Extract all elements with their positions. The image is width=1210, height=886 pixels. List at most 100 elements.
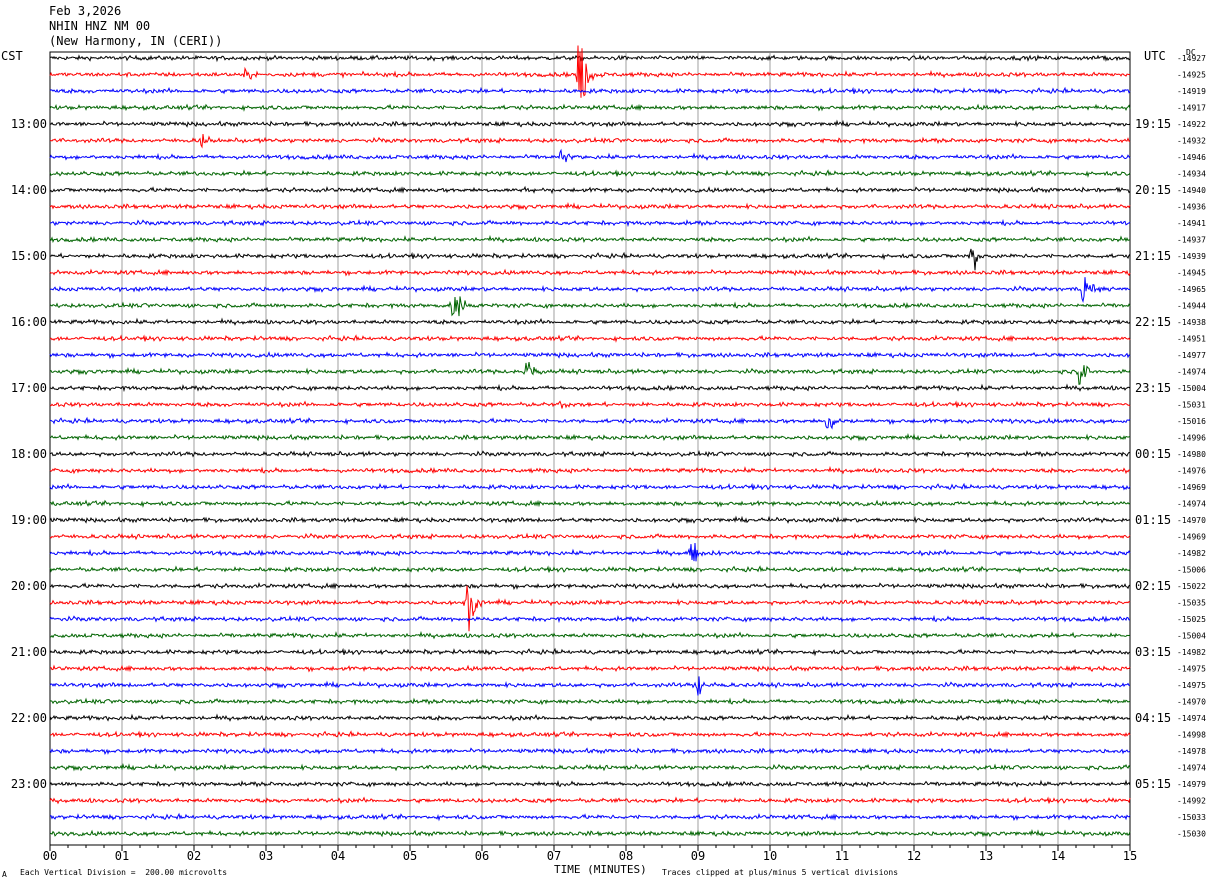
x-tick-label: 03 — [259, 849, 273, 863]
left-hour-label: 19:00 — [11, 513, 47, 527]
seismic-trace — [49, 730, 1131, 739]
right-hour-label: 23:15 — [1135, 381, 1171, 395]
seismic-trace — [49, 664, 1131, 673]
corner-mark: A — [2, 870, 7, 879]
dc-offset-label: -15016 — [1177, 417, 1206, 426]
dc-offset-label: -14982 — [1177, 648, 1206, 657]
x-tick-label: 14 — [1051, 849, 1065, 863]
clip-note: Traces clipped at plus/minus 5 vertical … — [662, 868, 899, 877]
seismic-trace — [49, 697, 1131, 706]
seismic-trace — [49, 585, 1131, 632]
left-hour-label: 22:00 — [11, 711, 47, 725]
seismic-trace — [49, 86, 1131, 95]
dc-offset-label: -14974 — [1177, 764, 1206, 773]
dc-offset-label: -14992 — [1177, 797, 1206, 806]
seismic-trace — [49, 351, 1131, 359]
right-hour-label: 04:15 — [1135, 711, 1171, 725]
dc-offset-label: -14944 — [1177, 302, 1206, 311]
dc-offset-label: -15022 — [1177, 582, 1206, 591]
dc-label: DC — [1186, 48, 1196, 57]
left-hour-label: 13:00 — [11, 117, 47, 131]
dc-offset-label: -14919 — [1177, 87, 1206, 96]
dc-offset-label: -14951 — [1177, 335, 1206, 344]
right-hour-label: 22:15 — [1135, 315, 1171, 329]
right-hour-label: 03:15 — [1135, 645, 1171, 659]
left-hour-label: 20:00 — [11, 579, 47, 593]
seismic-trace — [49, 812, 1131, 822]
seismic-trace — [49, 542, 1131, 562]
plot-date: Feb 3,2026 — [49, 4, 122, 18]
seismic-trace — [49, 647, 1131, 657]
seismic-trace — [49, 796, 1131, 805]
x-tick-label: 07 — [547, 849, 561, 863]
seismic-trace — [49, 185, 1131, 195]
seismic-trace — [49, 779, 1131, 789]
dc-offset-label: -15004 — [1177, 632, 1206, 641]
dc-offset-label: -15004 — [1177, 384, 1206, 393]
seismic-trace — [49, 134, 1131, 149]
left-hour-label: 15:00 — [11, 249, 47, 263]
dc-offset-label: -14970 — [1177, 698, 1206, 707]
seismic-trace — [49, 433, 1131, 442]
station-code: NHIN HNZ NM 00 — [49, 19, 151, 33]
x-tick-label: 09 — [691, 849, 705, 863]
dc-offset-label: -14970 — [1177, 516, 1206, 525]
dc-offset-label: -14975 — [1177, 665, 1206, 674]
right-hour-label: 02:15 — [1135, 579, 1171, 593]
seismic-trace — [49, 268, 1131, 277]
seismic-trace — [50, 630, 1131, 640]
dc-offset-label: -14976 — [1177, 467, 1206, 476]
seismic-trace — [49, 499, 1131, 508]
seismic-trace — [49, 277, 1130, 304]
seismic-trace — [49, 416, 1131, 430]
x-tick-label: 08 — [619, 849, 633, 863]
dc-offset-label: -14932 — [1177, 137, 1206, 146]
x-axis-title: TIME (MINUTES) — [554, 863, 647, 876]
x-tick-label: 05 — [403, 849, 417, 863]
seismic-trace — [49, 119, 1131, 128]
seismic-trace — [49, 829, 1131, 838]
dc-offset-label: -14927 — [1177, 54, 1206, 63]
dc-offset-label: -14917 — [1177, 104, 1206, 113]
seismic-trace — [49, 148, 1131, 163]
dc-offset-label: -14965 — [1177, 285, 1206, 294]
dc-offset-label: -15030 — [1177, 830, 1206, 839]
seismic-trace — [49, 54, 1131, 63]
dc-offset-label: -14938 — [1177, 318, 1206, 327]
seismic-trace — [49, 234, 1131, 244]
right-timezone: UTC — [1144, 49, 1166, 63]
seismic-trace — [49, 362, 1131, 385]
left-hour-label: 14:00 — [11, 183, 47, 197]
seismic-trace — [49, 317, 1131, 326]
seismic-trace — [49, 532, 1131, 541]
seismic-trace — [49, 614, 1130, 624]
seismic-trace — [49, 218, 1131, 228]
dc-offset-label: -14922 — [1177, 120, 1206, 129]
dc-offset-label: -15033 — [1177, 813, 1206, 822]
x-tick-label: 13 — [979, 849, 993, 863]
x-tick-label: 01 — [115, 849, 129, 863]
dc-offset-label: -14945 — [1177, 269, 1206, 278]
seismic-trace — [49, 296, 1131, 317]
right-hour-label: 21:15 — [1135, 249, 1171, 263]
seismic-trace — [49, 450, 1131, 459]
seismic-trace — [49, 103, 1131, 112]
dc-offset-label: -14937 — [1177, 236, 1206, 245]
seismic-trace — [49, 169, 1131, 178]
seismic-trace — [49, 383, 1131, 393]
dc-offset-label: -14936 — [1177, 203, 1206, 212]
dc-offset-label: -14969 — [1177, 483, 1206, 492]
left-timezone: CST — [1, 49, 23, 63]
dc-offset-label: -14998 — [1177, 731, 1206, 740]
x-tick-label: 10 — [763, 849, 777, 863]
x-tick-label: 15 — [1123, 849, 1137, 863]
dc-offset-label: -14974 — [1177, 714, 1206, 723]
dc-offset-label: -14939 — [1177, 252, 1206, 261]
x-tick-label: 04 — [331, 849, 345, 863]
station-location: (New Harmony, IN (CERI)) — [49, 34, 223, 48]
seismic-trace — [49, 582, 1131, 590]
dc-offset-label: -14969 — [1177, 533, 1206, 542]
dc-offset-label: -14925 — [1177, 71, 1206, 80]
dc-offset-label: -14980 — [1177, 450, 1206, 459]
